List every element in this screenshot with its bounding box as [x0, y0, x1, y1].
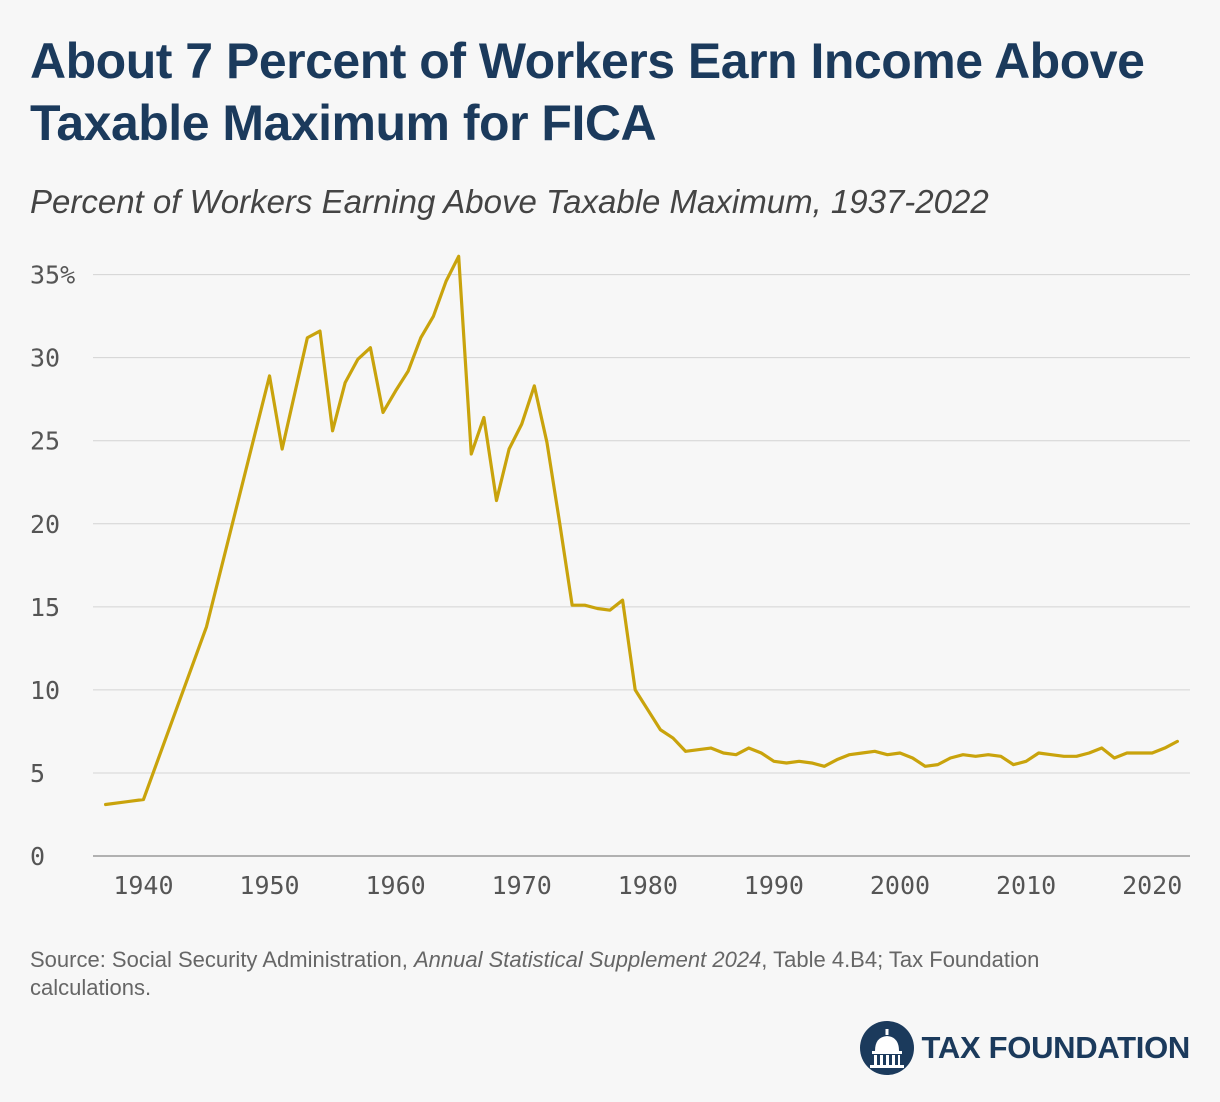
- x-axis-ticks: 1940 1950 1960 1970 1980 1990 2000 2010 2020: [113, 871, 1182, 900]
- chart-title: About 7 Percent of Workers Earn Income A…: [30, 33, 1145, 151]
- x-tick-label: 2010: [996, 871, 1056, 900]
- y-axis-ticks: 0 5 10 15 20 25 30 35%: [30, 261, 75, 871]
- brand-name: TAX FOUNDATION: [921, 1030, 1191, 1065]
- y-tick-label: 5: [30, 759, 45, 788]
- x-tick-label: 1960: [366, 871, 426, 900]
- series-line: [104, 254, 1179, 807]
- x-tick-label: 1940: [113, 871, 173, 900]
- y-tick-label: 25: [30, 427, 60, 456]
- source-prefix: Source: Social Security Administration,: [30, 947, 414, 972]
- y-tick-label: 35%: [30, 261, 75, 290]
- x-tick-label: 1970: [492, 871, 552, 900]
- gridlines: [93, 274, 1190, 857]
- x-tick-label: 1950: [239, 871, 299, 900]
- y-tick-label: 20: [30, 510, 60, 539]
- line-chart: 0 5 10 15 20 25 30 35% 1940 1950 1960 1970 1980 1990…: [30, 254, 1190, 900]
- y-tick-label: 30: [30, 344, 60, 373]
- source-suffix: , Table 4.B4; Tax Foundation calculation…: [30, 947, 1040, 1000]
- brand-logo: TAX FOUNDATION: [859, 1020, 1191, 1076]
- chart-subtitle: Percent of Workers Earning Above Taxable…: [30, 183, 989, 220]
- y-tick-label: 10: [30, 676, 60, 705]
- x-tick-label: 1980: [618, 871, 678, 900]
- x-tick-label: 2020: [1122, 871, 1182, 900]
- x-tick-label: 1990: [744, 871, 804, 900]
- source-publication: Annual Statistical Supplement 2024: [413, 947, 762, 972]
- y-tick-label: 0: [30, 842, 45, 871]
- y-tick-label: 15: [30, 593, 60, 622]
- x-tick-label: 2000: [870, 871, 930, 900]
- series-group: [104, 254, 1179, 807]
- source-note: Source: Social Security Administration, …: [30, 946, 1150, 1002]
- capitol-dome-icon: [859, 1021, 914, 1075]
